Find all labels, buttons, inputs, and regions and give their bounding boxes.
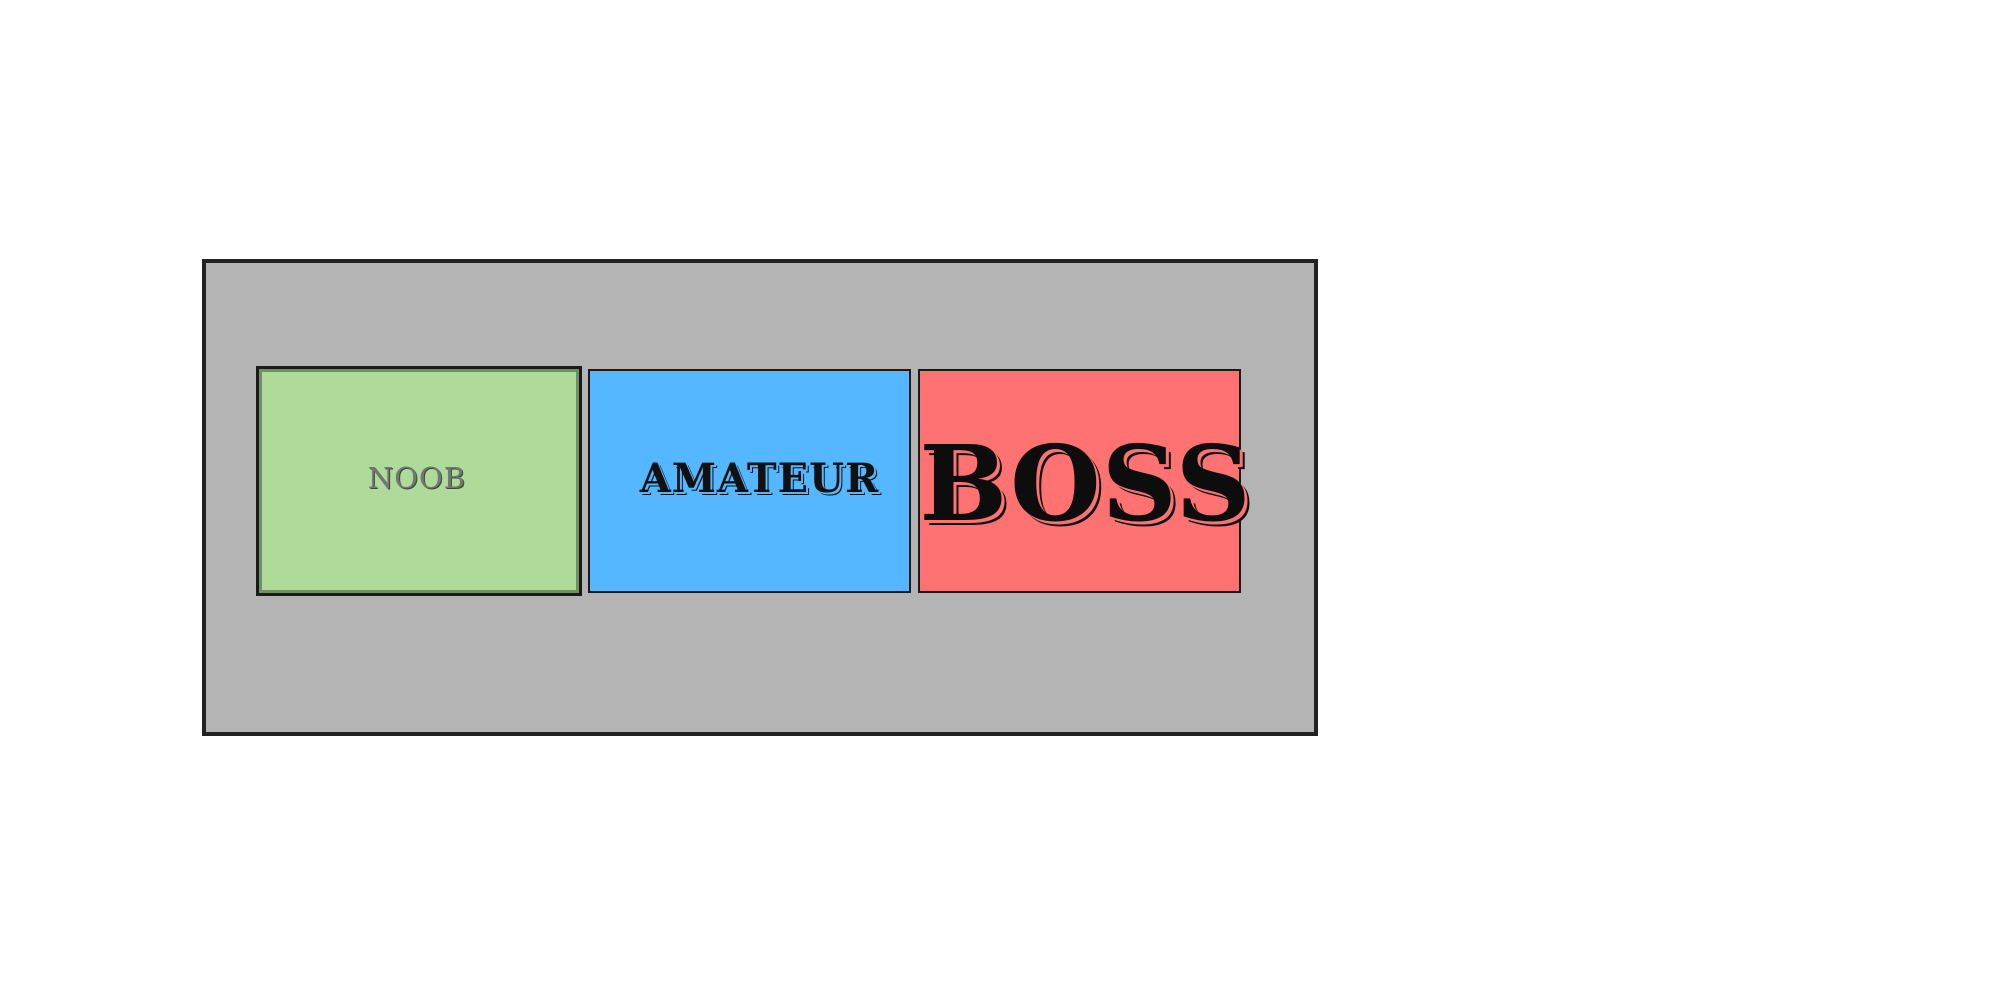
difficulty-option-noob[interactable]: NOOB bbox=[256, 366, 582, 596]
difficulty-panel: NOOB AMATEUR BOSS bbox=[202, 259, 1318, 736]
difficulty-option-amateur[interactable]: AMATEUR bbox=[588, 369, 911, 593]
difficulty-label-boss: BOSS bbox=[919, 421, 1252, 545]
difficulty-option-boss[interactable]: BOSS bbox=[918, 369, 1251, 593]
difficulty-label-noob: NOOB bbox=[367, 461, 467, 495]
difficulty-label-amateur: AMATEUR bbox=[639, 454, 880, 502]
